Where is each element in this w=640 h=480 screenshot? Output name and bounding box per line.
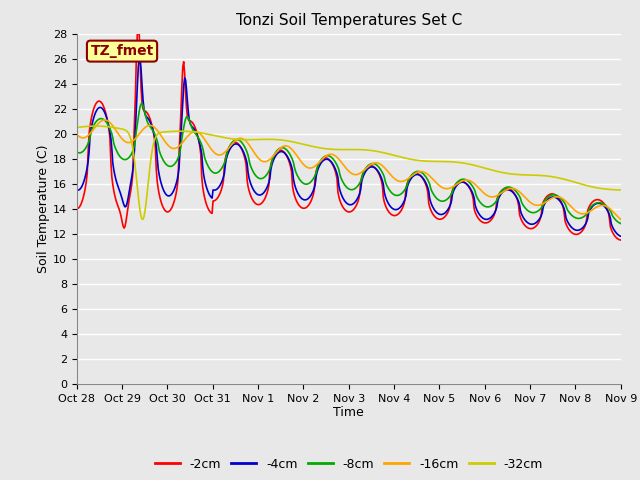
Text: TZ_fmet: TZ_fmet bbox=[90, 44, 154, 58]
X-axis label: Time: Time bbox=[333, 407, 364, 420]
Y-axis label: Soil Temperature (C): Soil Temperature (C) bbox=[37, 144, 50, 273]
Title: Tonzi Soil Temperatures Set C: Tonzi Soil Temperatures Set C bbox=[236, 13, 462, 28]
Legend: -2cm, -4cm, -8cm, -16cm, -32cm: -2cm, -4cm, -8cm, -16cm, -32cm bbox=[150, 453, 548, 476]
